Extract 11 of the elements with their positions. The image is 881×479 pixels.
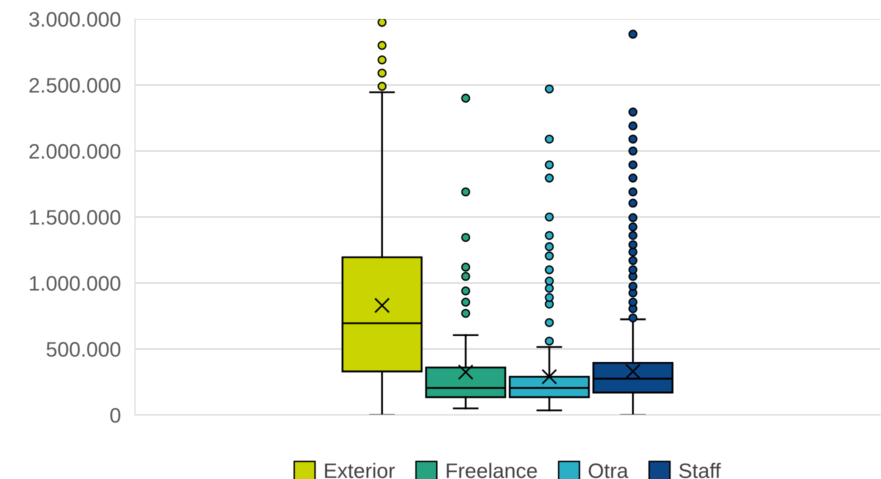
y-tick-label: 2.000.000 <box>29 144 120 159</box>
y-tick-label: 2.500.000 <box>29 78 120 93</box>
legend-label: Otra <box>588 463 628 478</box>
legend-label: Exterior <box>325 462 395 478</box>
y-tick-label: 500.000 <box>46 342 120 357</box>
legend-label: Staff <box>679 462 721 478</box>
y-tick-label: 1.500.000 <box>30 210 120 225</box>
y-tick-label: 1.000.000 <box>30 276 120 291</box>
legend-label: Freelance <box>446 462 537 478</box>
y-tick-label: 3.000.000 <box>29 12 120 27</box>
y-tick-label: 0 <box>110 408 120 423</box>
